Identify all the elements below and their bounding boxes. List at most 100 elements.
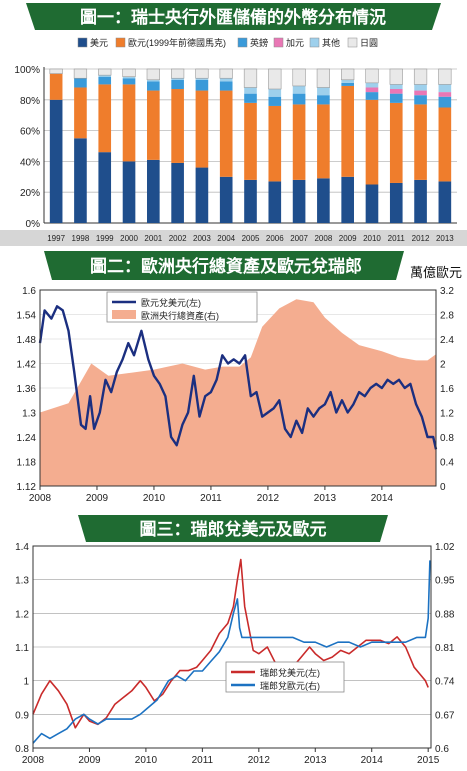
chart-1-x-tick-label: 2008 — [314, 234, 332, 243]
chart-3-title: 圖三：瑞郎兌美元及歐元 — [140, 519, 327, 539]
chart-1-bar-segment — [341, 79, 354, 83]
chart-3-series-line — [32, 560, 431, 744]
chart-1-bar-segment — [268, 96, 282, 106]
chart-3-right-y-tick-label: 0.88 — [435, 609, 455, 620]
chart-2-series-line — [38, 305, 438, 450]
chart-1-title-banner — [26, 3, 441, 30]
chart-3-right-y-tick-label: 0.74 — [435, 677, 455, 688]
chart-1-bar-segment — [171, 68, 185, 79]
chart-2-left-y-tick-label: 1.24 — [17, 433, 37, 444]
chart-3-left-y-tick-label: 0.9 — [15, 710, 29, 721]
chart-1-bar-segment — [438, 181, 452, 223]
chart-3-legend-label: 瑞郎兌歐元(右) — [260, 680, 320, 691]
chart-1-bar-segment — [413, 68, 428, 85]
chart-1-bar-segment — [365, 99, 379, 185]
chart-3-right-y-tick-label: 0.67 — [435, 710, 455, 721]
chart-1-bar-segment — [244, 179, 257, 223]
chart-1-bar-segment — [268, 181, 282, 223]
chart-1-bar-segment — [219, 81, 233, 91]
chart-2-right-y-tick-label: 0 — [440, 482, 446, 493]
chart-3-right-y-tick-label: 1.02 — [435, 542, 455, 553]
chart-1-bar-segment — [171, 79, 184, 90]
chart-3-x-tick-label: 2010 — [135, 755, 158, 766]
chart-1-x-axis-band — [0, 230, 467, 246]
chart-1-bar-segment — [195, 90, 209, 168]
chart-1-bar-segment — [74, 87, 87, 139]
chart-3-left-y-tick-label: 1 — [23, 677, 29, 688]
chart-1-y-tick-label: 0% — [26, 219, 41, 230]
chart-1-bar-segment — [49, 68, 63, 74]
chart-2-left-y-tick-label: 1.6 — [22, 286, 36, 297]
chart-1-bar-segment — [74, 78, 87, 88]
chart-1-bar-segment — [389, 93, 403, 103]
chart-1-legend-label: 加元 — [286, 38, 304, 48]
chart-3-plot: 1.4 1.02 1.3 0.95 1.2 0.88 1.1 0.81 1 0.74 0.9 0.67… — [15, 542, 455, 766]
chart-3-x-tick-label: 2014 — [361, 755, 384, 766]
chart-2-right-y-tick-label: 2.4 — [440, 335, 454, 346]
chart-1-bar-segment — [389, 68, 403, 85]
chart-2-legend: 歐元兌美元(左) 歐洲央行總資產(右) — [106, 291, 258, 323]
chart-1-x-tick-label: 2004 — [217, 234, 235, 243]
chart-1-bars — [49, 68, 452, 223]
chart-3-x-tick-label: 2015 — [417, 755, 440, 766]
chart-3-legend-label: 瑞郎兌美元(左) — [260, 667, 320, 678]
chart-1-x-tick-label: 2001 — [144, 234, 162, 243]
chart-1-bar-segment — [341, 68, 355, 81]
chart-1-x-tick-label: 2007 — [290, 234, 308, 243]
chart-1-bar-segment — [438, 96, 452, 108]
chart-3-left-y-tick-label: 1.3 — [15, 576, 29, 587]
chart-3-title-banner — [78, 515, 388, 542]
chart-1-bar-segment — [219, 78, 233, 82]
chart-3-left-y-tick-label: 1.1 — [15, 643, 29, 654]
chart-2-right-y-tick-label: 3.2 — [440, 286, 454, 297]
chart-1-bar-segment — [171, 89, 184, 163]
chart-3-x-tick-label: 2011 — [192, 755, 214, 766]
chart-1-bar-segment — [389, 182, 403, 223]
chart-2-legend-swatch — [112, 310, 136, 319]
chart-1-x-tick-label: 2002 — [169, 234, 187, 243]
chart-1-bar-segment — [365, 68, 379, 84]
chart-1-legend: 美元 歐元(1999年前德國馬克) 英鎊 加元 其他 日圓 — [77, 37, 378, 48]
chart-2-plot: 1.6 3.2 1.54 2.8 1.48 2.4 1.42 2 1.36 1.6 1.3 1.2 1.… — [17, 286, 455, 504]
chart-2-series-area — [40, 299, 436, 486]
chart-1-bar-segment — [365, 92, 379, 100]
chart-1-bar-segment — [171, 162, 184, 223]
chart-2-title-banner — [44, 251, 404, 280]
chart-1-bar-segment — [147, 90, 160, 160]
chart-1-bar-segment — [365, 82, 379, 88]
chart-1-legend-label: 其他 — [322, 37, 340, 48]
chart-1-bar-segment — [195, 78, 209, 80]
chart-1-bar-segment — [317, 95, 330, 105]
chart-1-bar-segment — [414, 90, 427, 96]
chart-1-x-ticks: 1997 1998 1999 2000 2001 2002 2003 2004 2005 2006… — [47, 234, 454, 243]
chart-3-x-tick-label: 2013 — [304, 755, 327, 766]
chart-1-bar-segment — [292, 85, 306, 94]
chart-3-right-y-tick-label: 0.95 — [435, 576, 455, 587]
chart-1-bar-segment — [292, 68, 306, 87]
chart-2-x-tick-label: 2013 — [314, 493, 337, 504]
chart-1-bar-segment — [389, 84, 403, 90]
chart-1-bar-segment — [147, 159, 160, 223]
chart-1-bar-segment — [317, 87, 330, 96]
chart-1-bar-segment — [268, 105, 282, 182]
chart-1-bar-segment — [438, 68, 452, 85]
chart-1-bar-segment — [219, 176, 233, 223]
chart-1-x-tick-label: 2013 — [436, 234, 454, 243]
chart-1-bar-segment — [438, 107, 452, 182]
chart-2-left-y-tick-label: 1.54 — [17, 311, 37, 322]
chart-1-y-ticks: 0% 20% 40% 60% 80% 100% — [14, 65, 40, 230]
chart-1-bar-segment — [98, 75, 112, 77]
chart-3-left-y-tick-label: 1.2 — [15, 609, 29, 620]
chart-1-legend-swatch — [309, 37, 320, 48]
chart-1-legend-label: 歐元(1999年前德國馬克) — [128, 37, 226, 48]
chart-2-left-y-tick-label: 1.18 — [17, 458, 37, 469]
chart-1-legend-swatch — [273, 37, 284, 48]
chart-2: 圖二：歐洲央行總資產及歐元兌瑞郎 萬億歐元 1.6 3.2 1.54 2.8 1.48 2… — [0, 248, 467, 510]
chart-2-unit-label: 萬億歐元 — [410, 265, 462, 280]
chart-3-left-y-tick-label: 1.4 — [15, 542, 29, 553]
chart-2-x-tick-label: 2014 — [371, 493, 394, 504]
chart-3-x-tick-label: 2012 — [248, 755, 271, 766]
chart-1-bar-segment — [98, 76, 112, 85]
chart-2-left-y-tick-label: 1.48 — [17, 335, 37, 346]
chart-1-bar-segment — [244, 93, 257, 103]
